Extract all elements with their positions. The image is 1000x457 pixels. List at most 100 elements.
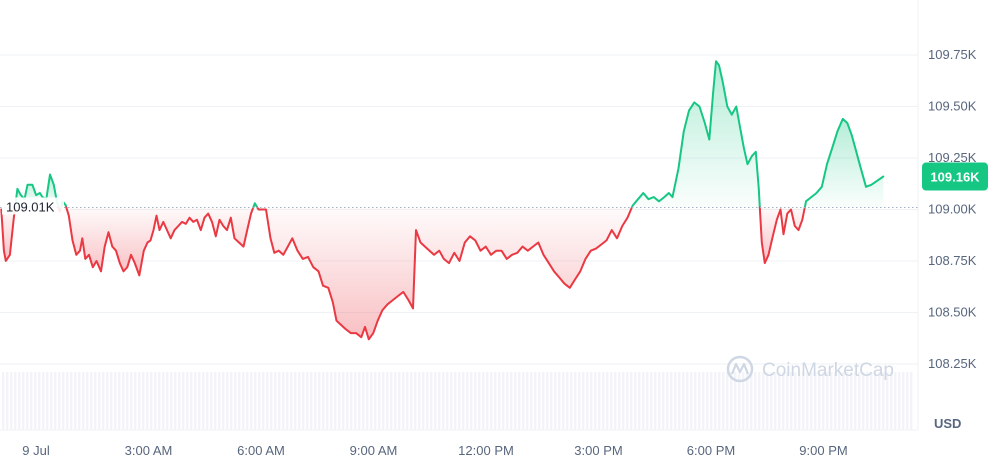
volume-bar [410, 372, 413, 430]
volume-bar [470, 372, 473, 430]
volume-bar [750, 372, 753, 430]
x-tick-label: 3:00 AM [125, 443, 173, 457]
volume-bar [630, 372, 633, 430]
volume-bar [594, 372, 597, 430]
volume-bar [398, 372, 401, 430]
volume-bar [726, 372, 729, 430]
volume-bar [30, 372, 33, 430]
volume-bar [370, 372, 373, 430]
volume-bar [242, 372, 245, 430]
volume-bar [422, 372, 425, 430]
volume-bar [790, 372, 793, 430]
volume-bar [122, 372, 125, 430]
volume-bar [134, 372, 137, 430]
volume-bar [386, 372, 389, 430]
volume-bar [782, 372, 785, 430]
line-segment-down [758, 206, 806, 265]
volume-bar [706, 372, 709, 430]
volume-bar [390, 372, 393, 430]
x-tick-label: 9:00 AM [350, 443, 398, 457]
volume-bar [294, 372, 297, 430]
volume-bar [898, 372, 901, 430]
volume-bar [794, 372, 797, 430]
volume-bar [42, 372, 45, 430]
volume-bar [874, 372, 877, 430]
y-tick-label: 108.75K [928, 253, 977, 268]
volume-bar [554, 372, 557, 430]
volume-bar [682, 372, 685, 430]
volume-bar [710, 372, 713, 430]
volume-bar [178, 372, 181, 430]
volume-bar [658, 372, 661, 430]
volume-bar [518, 372, 521, 430]
volume-bar [318, 372, 321, 430]
volume-bar [862, 372, 865, 430]
volume-bar [606, 372, 609, 430]
x-tick-label: 3:00 PM [574, 443, 622, 457]
volume-bar [562, 372, 565, 430]
volume-bar [62, 372, 65, 430]
volume-bar [302, 372, 305, 430]
currency-unit-label: USD [934, 416, 961, 431]
volume-bar [54, 372, 57, 430]
volume-bar [814, 372, 817, 430]
volume-bar [830, 372, 833, 430]
volume-bar [678, 372, 681, 430]
volume-bar [154, 372, 157, 430]
volume-bar [314, 372, 317, 430]
line-segment-down [65, 206, 255, 277]
volume-bar [846, 372, 849, 430]
watermark-text: CoinMarketCap [762, 360, 894, 381]
volume-bar [610, 372, 613, 430]
volume-bar [98, 372, 101, 430]
volume-bar [522, 372, 525, 430]
volume-bar [106, 372, 109, 430]
volume-bar [646, 372, 649, 430]
volume-bar [150, 372, 153, 430]
volume-bar [270, 372, 273, 430]
volume-bar [766, 372, 769, 430]
volume-bar [570, 372, 573, 430]
volume-bar [166, 372, 169, 430]
volume-bar [278, 372, 281, 430]
volume-bar [6, 372, 9, 430]
volume-bar [490, 372, 493, 430]
volume-bar [282, 372, 285, 430]
volume-bar [110, 372, 113, 430]
volume-bar [774, 372, 777, 430]
line-segment-down [0, 206, 17, 262]
volume-bar [506, 372, 509, 430]
volume-bar [478, 372, 481, 430]
volume-bar [26, 372, 29, 430]
volume-bar [626, 372, 629, 430]
volume-bar [602, 372, 605, 430]
volume-bar [798, 372, 801, 430]
volume-bar [514, 372, 517, 430]
y-tick-label: 109.50K [928, 99, 977, 114]
volume-bar [466, 372, 469, 430]
volume-bar [10, 372, 13, 430]
volume-bar [910, 372, 913, 430]
line-segment-up [630, 60, 761, 209]
volume-bar [266, 372, 269, 430]
volume-bar [902, 372, 905, 430]
volume-bar [542, 372, 545, 430]
volume-bar [702, 372, 705, 430]
y-tick-label: 108.50K [928, 305, 977, 320]
volume-bar [414, 372, 417, 430]
volume-bar [310, 372, 313, 430]
volume-bar [358, 372, 361, 430]
volume-bar [138, 372, 141, 430]
volume-bar [350, 372, 353, 430]
volume-bar [362, 372, 365, 430]
volume-bar [686, 372, 689, 430]
volume-bar [886, 372, 889, 430]
line-segment-down [256, 206, 633, 341]
volume-bar [622, 372, 625, 430]
volume-bar [94, 372, 97, 430]
volume-bar [262, 372, 265, 430]
area-fill-down [759, 207, 805, 264]
volume-bar [614, 372, 617, 430]
volume-bar [498, 372, 501, 430]
